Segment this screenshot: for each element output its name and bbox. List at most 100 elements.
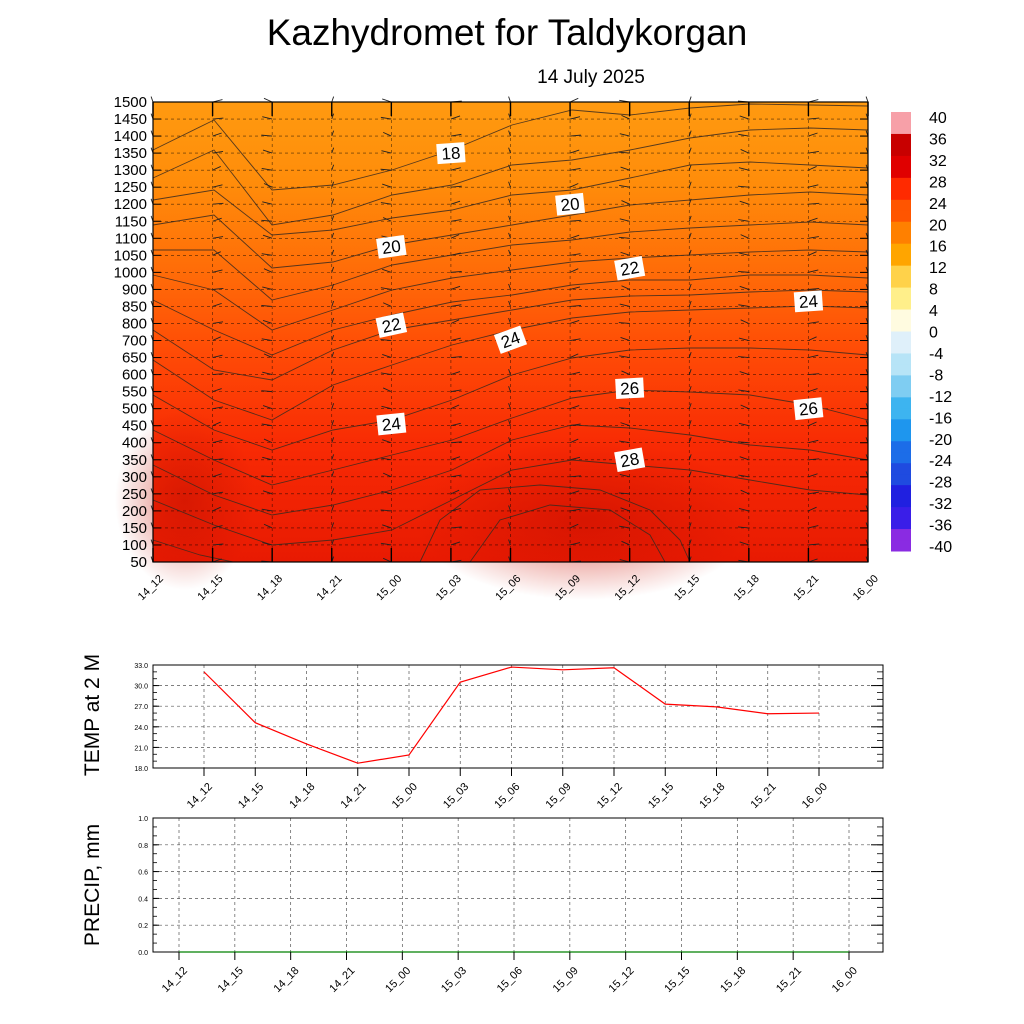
- wind-barb: [261, 508, 273, 512]
- y-tick-label: 1350: [114, 145, 147, 162]
- wind-barb: [688, 181, 692, 188]
- wind-barb: [263, 268, 273, 273]
- wind-barb: [688, 420, 692, 426]
- wind-barb: [261, 305, 273, 307]
- contour-line: [152, 249, 869, 331]
- wind-barb: [738, 167, 749, 171]
- x-tick-label: 14_18: [255, 573, 285, 603]
- wind-barb: [619, 303, 630, 307]
- wind-barb: [738, 252, 749, 256]
- colorbar-tick-label: 16: [929, 239, 947, 256]
- wind-barb: [450, 389, 462, 393]
- wind-barb: [212, 217, 222, 222]
- x-tick-label: 15_21: [791, 573, 821, 603]
- wind-barb: [508, 300, 511, 307]
- colorbar-swatch: [891, 166, 911, 179]
- wind-barb: [212, 132, 222, 137]
- wind-barb: [331, 147, 335, 154]
- x-tick-label: 15_06: [495, 965, 525, 995]
- colorbar-tick-label: -20: [929, 432, 952, 449]
- wind-barb: [688, 113, 692, 120]
- colorbar-tick-label: -24: [929, 453, 952, 470]
- temp-2m-panel: 33.0 30.0 27.0 24.0 21.0 18.0 14_12 14_15 14_18 1…: [81, 654, 884, 811]
- wind-barb: [737, 441, 749, 444]
- wind-barb: [263, 97, 273, 103]
- colorbar-swatch: [891, 342, 911, 354]
- y-tick-label: 500: [122, 401, 147, 418]
- x-tick-label: 15_09: [544, 781, 574, 811]
- contour-line: [152, 191, 869, 269]
- wind-barb: [331, 403, 335, 409]
- wind-barb: [450, 489, 460, 495]
- wind-barb: [331, 232, 335, 239]
- chart-subtitle: 14 July 2025: [537, 67, 645, 88]
- wind-barb: [808, 269, 819, 273]
- wind-barb: [212, 288, 224, 290]
- wind-barb: [450, 508, 461, 512]
- wind-barb: [688, 198, 692, 205]
- wind-barb: [808, 506, 817, 512]
- wind-barb: [262, 456, 273, 461]
- wind-barb: [619, 133, 630, 137]
- wind-barb: [508, 437, 511, 443]
- wind-barb: [570, 168, 581, 171]
- wind-barb: [688, 386, 692, 392]
- wind-barb: [382, 557, 392, 563]
- wind-barb: [738, 422, 749, 427]
- wind-barb: [688, 266, 692, 273]
- wind-barb: [688, 522, 692, 529]
- wind-barb: [450, 356, 462, 359]
- y-tick-label: 850: [122, 298, 147, 315]
- wind-barb: [450, 371, 461, 376]
- wind-barb: [737, 526, 749, 529]
- contour-label-text: 26: [798, 399, 819, 420]
- colorbar-tick-label: 20: [929, 217, 947, 234]
- colorbar-swatch: [891, 287, 911, 300]
- x-tick-label: 15_12: [606, 965, 636, 995]
- wind-barb: [808, 117, 820, 120]
- contour-label-text: 24: [381, 414, 402, 435]
- wind-barb: [808, 321, 819, 324]
- colorbar-swatch: [891, 232, 911, 245]
- wind-barb: [508, 113, 511, 120]
- wind-barb: [618, 407, 630, 410]
- panel-frame: [152, 664, 884, 769]
- y-tick-label: 800: [122, 315, 147, 332]
- y-tick-label: 350: [122, 452, 147, 469]
- wind-barb: [808, 473, 818, 478]
- y-tick-label: 1250: [114, 179, 147, 196]
- y-axis-label: TEMP at 2 M: [81, 654, 104, 776]
- colorbar-swatch: [891, 408, 911, 420]
- wind-barb: [450, 456, 461, 461]
- colorbar-tick-label: 12: [929, 260, 947, 277]
- x-tick-label: 15_15: [662, 965, 692, 995]
- wind-barb: [621, 200, 630, 205]
- wind-barb: [618, 322, 630, 324]
- colorbar-swatch: [891, 375, 911, 387]
- wind-barb: [262, 116, 273, 120]
- wind-barb: [382, 217, 392, 222]
- colorbar-tick-label: -4: [929, 346, 943, 363]
- colorbar-swatch: [891, 320, 911, 332]
- wind-barb: [808, 202, 820, 205]
- wind-barb: [508, 386, 511, 392]
- wind-barb: [740, 234, 750, 239]
- contour-label: 20: [376, 234, 407, 259]
- wind-barb: [212, 321, 224, 324]
- contour-label-bg: [614, 447, 646, 473]
- wind-barb: [331, 283, 335, 290]
- wind-barb: [569, 97, 579, 103]
- wind-barb: [450, 304, 462, 307]
- colorbar-swatch: [891, 155, 911, 168]
- wind-barb: [808, 543, 820, 546]
- x-tick-label: 14_21: [339, 781, 369, 811]
- wind-barb: [212, 202, 224, 205]
- wind-barb: [381, 405, 392, 410]
- x-tick-label: 15_03: [439, 965, 469, 995]
- wind-barb: [808, 236, 819, 239]
- y-tick-label: 1150: [115, 213, 147, 230]
- wind-barb: [688, 147, 692, 154]
- wind-barb: [262, 490, 273, 495]
- colorbar-swatch: [891, 529, 911, 541]
